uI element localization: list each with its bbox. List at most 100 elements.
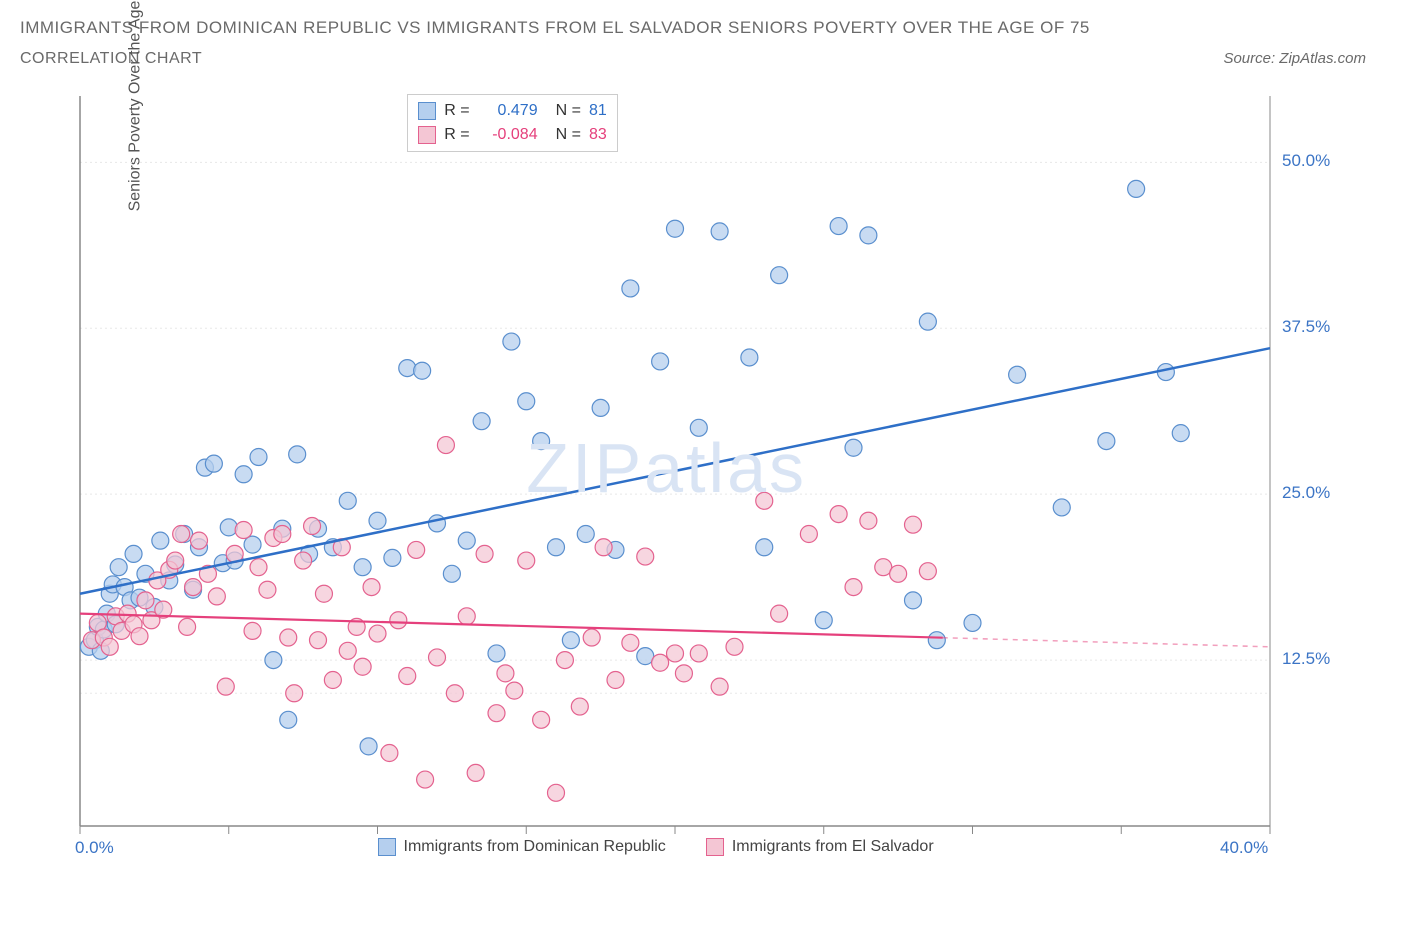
data-point [220, 519, 237, 536]
data-point [637, 548, 654, 565]
data-point [845, 439, 862, 456]
data-point [1172, 425, 1189, 442]
x-tick-label: 0.0% [75, 838, 114, 858]
data-point [726, 638, 743, 655]
legend-label: Immigrants from Dominican Republic [404, 838, 666, 856]
r-label: R = [444, 99, 469, 123]
trend-line [80, 348, 1270, 594]
data-point [437, 437, 454, 454]
data-point [429, 649, 446, 666]
chart-title-line2: CORRELATION CHART [20, 50, 202, 68]
data-point [354, 559, 371, 576]
data-point [771, 267, 788, 284]
data-point [830, 506, 847, 523]
data-point [667, 220, 684, 237]
chart-title-line1: IMMIGRANTS FROM DOMINICAN REPUBLIC VS IM… [20, 18, 1386, 38]
data-point [964, 614, 981, 631]
data-point [217, 678, 234, 695]
data-point [185, 579, 202, 596]
data-point [622, 634, 639, 651]
data-point [905, 592, 922, 609]
data-point [280, 711, 297, 728]
data-point [690, 645, 707, 662]
data-point [622, 280, 639, 297]
data-point [845, 579, 862, 596]
data-point [890, 565, 907, 582]
data-point [399, 668, 416, 685]
legend-swatch [418, 102, 436, 120]
data-point [152, 532, 169, 549]
data-point [467, 764, 484, 781]
data-point [384, 549, 401, 566]
data-point [518, 393, 535, 410]
data-point [167, 552, 184, 569]
data-point [173, 526, 190, 543]
data-point [860, 512, 877, 529]
data-point [556, 652, 573, 669]
data-point [919, 313, 936, 330]
data-point [354, 658, 371, 675]
data-point [250, 449, 267, 466]
data-point [860, 227, 877, 244]
y-tick-label: 25.0% [1282, 483, 1330, 503]
data-point [562, 632, 579, 649]
data-point [577, 526, 594, 543]
stats-row: R =0.479N =81 [418, 99, 606, 123]
data-point [488, 645, 505, 662]
data-point [756, 492, 773, 509]
data-point [592, 399, 609, 416]
n-value: 81 [589, 99, 607, 123]
data-point [571, 698, 588, 715]
series-legend: Immigrants from Dominican Republic Immigr… [378, 838, 934, 856]
stats-row: R =-0.084N =83 [418, 123, 606, 147]
data-point [339, 492, 356, 509]
data-point [1128, 180, 1145, 197]
data-point [533, 433, 550, 450]
legend-item: Immigrants from El Salvador [706, 838, 934, 856]
trend-line-extrapolated [943, 638, 1270, 647]
n-value: 83 [589, 123, 607, 147]
data-point [711, 678, 728, 695]
data-point [369, 512, 386, 529]
data-point [800, 526, 817, 543]
data-point [280, 629, 297, 646]
data-point [473, 413, 490, 430]
data-point [652, 654, 669, 671]
y-tick-label: 50.0% [1282, 151, 1330, 171]
legend-swatch [418, 126, 436, 144]
data-point [304, 518, 321, 535]
data-point [289, 446, 306, 463]
y-tick-label: 37.5% [1282, 317, 1330, 337]
x-tick-label: 40.0% [1220, 838, 1268, 858]
data-point [446, 685, 463, 702]
data-point [583, 629, 600, 646]
data-point [815, 612, 832, 629]
data-point [390, 612, 407, 629]
legend-item: Immigrants from Dominican Republic [378, 838, 666, 856]
data-point [675, 665, 692, 682]
data-point [235, 522, 252, 539]
data-point [1098, 433, 1115, 450]
data-point [928, 632, 945, 649]
r-value: -0.084 [478, 123, 538, 147]
data-point [711, 223, 728, 240]
data-point [652, 353, 669, 370]
data-point [408, 541, 425, 558]
data-point [506, 682, 523, 699]
data-point [110, 559, 127, 576]
data-point [399, 360, 416, 377]
data-point [250, 559, 267, 576]
data-point [414, 362, 431, 379]
chart-header: IMMIGRANTS FROM DOMINICAN REPUBLIC VS IM… [0, 0, 1406, 76]
data-point [595, 539, 612, 556]
n-label: N = [556, 123, 581, 147]
data-point [1053, 499, 1070, 516]
legend-swatch [706, 838, 724, 856]
data-point [667, 645, 684, 662]
data-point [125, 545, 142, 562]
data-point [244, 536, 261, 553]
y-tick-label: 12.5% [1282, 649, 1330, 669]
data-point [244, 622, 261, 639]
data-point [324, 672, 341, 689]
data-point [417, 771, 434, 788]
